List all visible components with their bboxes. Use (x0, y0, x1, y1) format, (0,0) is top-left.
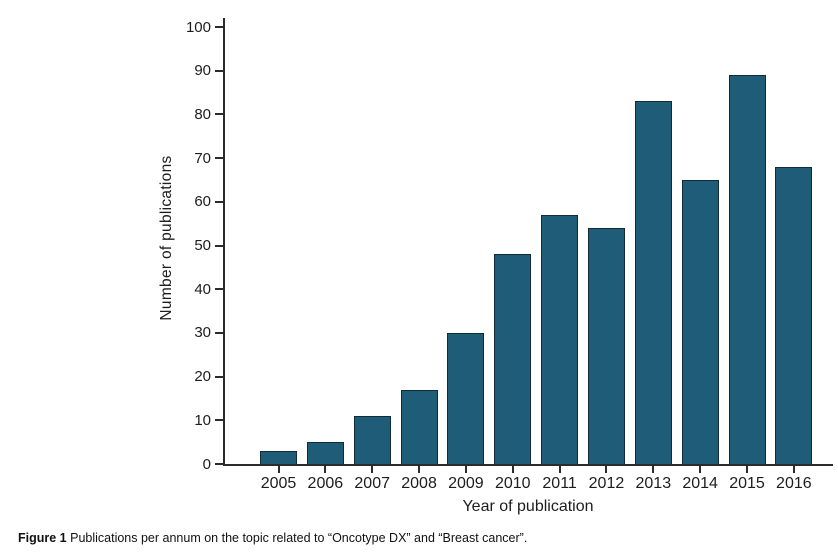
y-tick (215, 419, 223, 422)
y-tick (215, 200, 223, 203)
x-axis-title: Year of publication (462, 498, 594, 515)
x-tick (792, 466, 795, 473)
x-tick-label: 2016 (776, 475, 812, 492)
bar-2010 (494, 254, 532, 464)
x-tick-label: 2010 (494, 475, 531, 492)
x-tick (464, 466, 467, 473)
y-tick (215, 26, 223, 28)
x-tick (746, 466, 748, 473)
y-tick-label: 80 (194, 105, 211, 123)
x-tick-label: 2014 (682, 475, 718, 492)
bar-2016 (775, 166, 813, 464)
y-tick-label: 10 (194, 411, 211, 429)
y-tick-label: 40 (194, 280, 211, 298)
bar-2005 (260, 450, 297, 464)
x-tick-label: 2008 (401, 475, 437, 492)
x-tick-label: 2012 (588, 475, 625, 492)
x-tick (558, 466, 561, 473)
figure-caption-text: Publications per annum on the topic rela… (70, 531, 528, 545)
x-tick (652, 466, 655, 473)
x-tick (511, 466, 514, 473)
bar-2009 (447, 332, 485, 464)
x-tick-label: 2007 (354, 475, 390, 492)
y-axis-title: Number of publications (158, 155, 175, 321)
y-tick (215, 157, 223, 160)
plot-area: 0 10 20 30 40 50 60 70 80 90 100 2005 2006 2007 2008 20… (186, 18, 833, 492)
y-tick (215, 288, 223, 291)
x-tick (277, 466, 280, 473)
bar-2013 (634, 101, 672, 464)
bar-2014 (681, 179, 719, 464)
y-tick-label: 50 (194, 237, 211, 254)
y-tick-label: 0 (202, 455, 211, 473)
y-tick (215, 69, 223, 72)
y-tick (215, 331, 223, 334)
x-tick (371, 466, 374, 473)
y-tick (215, 463, 223, 465)
x-tick-label: 2015 (729, 475, 765, 492)
x-tick (324, 466, 327, 473)
y-tick-label: 90 (194, 62, 211, 80)
y-tick-label: 70 (194, 149, 211, 167)
figure-caption-label: Figure 1 (18, 531, 67, 545)
x-tick (699, 466, 702, 473)
y-tick-label: 20 (194, 368, 211, 386)
bar-2011 (541, 214, 579, 464)
x-tick-label: 2005 (260, 475, 297, 492)
y-tick (215, 244, 223, 247)
bar-2012 (587, 228, 625, 464)
y-tick-label: 60 (194, 193, 211, 211)
bar-2006 (306, 442, 344, 464)
x-tick (605, 466, 608, 473)
x-tick-label: 2011 (542, 475, 577, 492)
x-tick-label: 2006 (307, 475, 344, 492)
figure-caption: Figure 1 Publications per annum on the t… (18, 531, 527, 545)
bar-2008 (400, 389, 438, 464)
y-tick-label: 100 (185, 18, 211, 36)
y-tick (215, 113, 223, 116)
x-tick-label: 2013 (635, 475, 672, 492)
y-tick-label: 30 (194, 324, 211, 342)
bar-2007 (353, 415, 391, 464)
x-tick (418, 466, 421, 473)
x-tick-label: 2009 (448, 475, 484, 492)
bar-2015 (728, 75, 766, 464)
y-tick (215, 375, 223, 378)
